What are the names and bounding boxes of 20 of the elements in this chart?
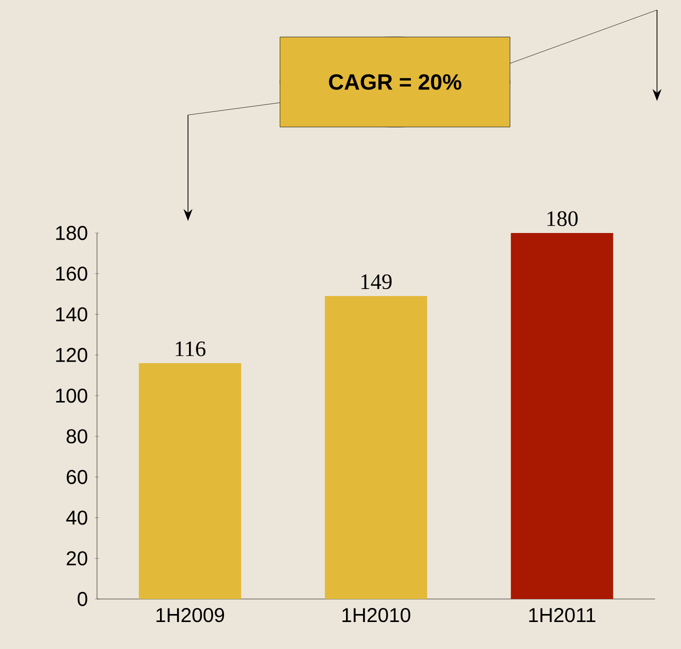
- x-tick-label: 1H2010: [342, 608, 410, 622]
- y-tick-label: 100: [56, 388, 88, 403]
- bar: [510, 232, 614, 599]
- x-tick-label: 1H2011: [529, 608, 596, 622]
- y-tick-label: 140: [56, 307, 88, 322]
- y-tick-label: 60: [66, 470, 88, 484]
- bar: [324, 296, 428, 599]
- y-tick-label: 120: [56, 348, 88, 362]
- text: CAGR = 20%: [328, 74, 462, 90]
- data-label: 116: [176, 341, 206, 356]
- y-tick-label: 180: [56, 226, 88, 240]
- y-tick-label: 40: [66, 510, 88, 525]
- y-tick-label: 80: [66, 429, 88, 444]
- data-label: 180: [547, 211, 578, 226]
- y-tick-label: 0: [78, 592, 88, 606]
- y-tick-label: 20: [66, 551, 88, 566]
- x-tick-label: 1H2009: [156, 608, 224, 622]
- bar: [138, 363, 242, 599]
- y-tick-label: 160: [56, 266, 88, 281]
- data-label: 149: [361, 274, 392, 290]
